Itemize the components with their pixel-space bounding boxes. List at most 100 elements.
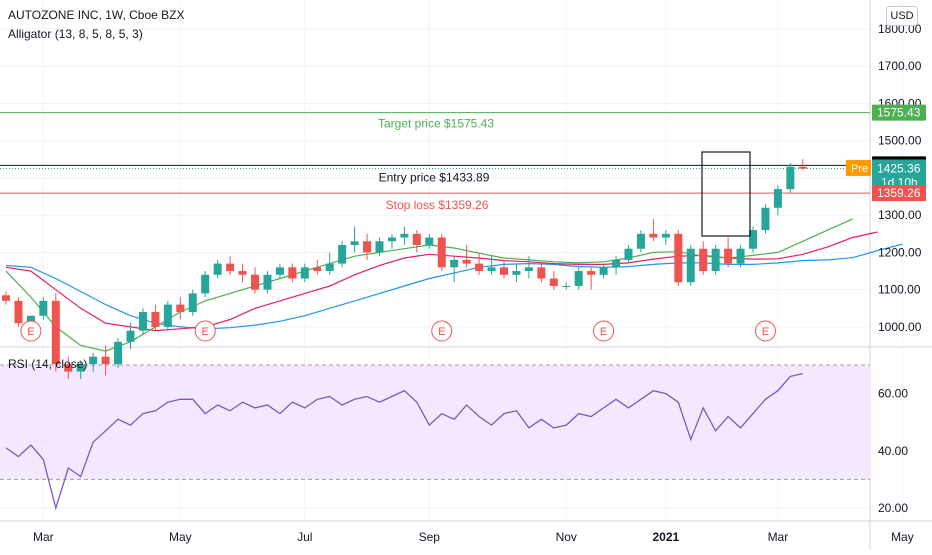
- rsi-line: [5, 372, 803, 511]
- earnings-marker[interactable]: E: [754, 320, 776, 342]
- time-axis-tick-label: Sep: [419, 530, 441, 544]
- candle: [749, 226, 757, 253]
- time-axis-tick-label: Jul: [297, 530, 312, 544]
- candle-body: [26, 315, 35, 324]
- candle-body: [512, 271, 521, 275]
- candle: [624, 244, 633, 264]
- candle: [14, 297, 23, 327]
- candle: [549, 271, 558, 290]
- candle-body: [387, 237, 396, 242]
- candle: [562, 282, 571, 290]
- candle-body: [126, 330, 135, 342]
- candle: [786, 163, 795, 193]
- candle-body: [412, 233, 421, 245]
- stop-loss-tag-text: 1359.26: [877, 186, 921, 200]
- candle-body: [462, 259, 471, 264]
- candle: [76, 360, 85, 380]
- candle-body: [587, 271, 596, 275]
- candle-body: [487, 267, 496, 272]
- stop-loss-tag-bg: [872, 185, 926, 202]
- candle: [711, 244, 720, 275]
- candle: [2, 291, 10, 305]
- target-price-tag-text: 1575.43: [877, 106, 921, 120]
- candle: [213, 259, 222, 279]
- price-axis-tick-label: 1200.00: [878, 245, 922, 259]
- candle-body: [549, 278, 558, 286]
- candle-body: [612, 259, 621, 268]
- candle: [412, 230, 421, 253]
- candle-body: [338, 244, 347, 264]
- price-axis-tick-label: 1000.00: [878, 320, 922, 334]
- pre-market-badge-text: Pre: [851, 163, 868, 175]
- candle: [649, 218, 658, 242]
- candle: [114, 338, 123, 368]
- candle-body: [661, 233, 670, 238]
- time-axis-tick-label: Mar: [33, 530, 54, 544]
- candle: [163, 300, 172, 331]
- earnings-marker[interactable]: E: [431, 320, 453, 342]
- candle-body: [188, 293, 197, 313]
- candle: [338, 241, 347, 268]
- earnings-marker-label: E: [600, 326, 607, 338]
- earnings-marker-label: E: [762, 326, 769, 338]
- pre-market-badge-bg: [846, 159, 871, 176]
- earnings-marker[interactable]: E: [194, 320, 216, 342]
- price-axis-tick-label: 1500.00: [878, 134, 922, 148]
- symbol-title: AUTOZONE INC, 1W, Cboe BZX: [8, 8, 185, 22]
- candle: [400, 226, 409, 245]
- candle-body: [350, 241, 359, 245]
- candle: [138, 308, 147, 335]
- currency-button[interactable]: USD: [886, 6, 918, 26]
- price-axis-tick-label: 1700.00: [878, 59, 922, 73]
- candle: [126, 323, 135, 350]
- candle-body: [14, 300, 23, 324]
- candle-body: [749, 230, 757, 249]
- time-axis-tick-label: May: [169, 530, 192, 544]
- candle-body: [76, 364, 85, 372]
- candle: [263, 271, 272, 294]
- candle-body: [400, 233, 409, 238]
- time-axis-tick-label: Nov: [556, 530, 577, 544]
- earnings-marker[interactable]: E: [593, 320, 615, 342]
- candle: [475, 252, 484, 275]
- stop-loss-label: Stop loss $1359.26: [386, 198, 489, 212]
- rsi-axis-tick-label: 40.00: [878, 444, 908, 458]
- candle: [39, 297, 48, 320]
- candle-body: [163, 304, 172, 327]
- candle: [101, 345, 110, 376]
- candle-body: [475, 263, 484, 272]
- candle: [363, 233, 372, 260]
- earnings-marker[interactable]: E: [20, 320, 42, 342]
- candle: [462, 244, 471, 268]
- candle: [612, 256, 621, 275]
- candle-body: [89, 356, 98, 365]
- candle: [512, 263, 521, 283]
- candle: [487, 256, 496, 275]
- candle: [51, 293, 60, 372]
- candle-body: [574, 271, 583, 286]
- candle: [798, 159, 807, 171]
- target-price-tag: 1575.43: [872, 104, 926, 121]
- candle: [313, 259, 322, 275]
- candle-body: [500, 267, 508, 275]
- candle: [686, 244, 695, 286]
- candle: [437, 233, 446, 272]
- candle-body: [761, 207, 770, 231]
- candle: [375, 237, 384, 257]
- candle-body: [51, 300, 60, 365]
- rsi-axis-tick-label: 60.00: [878, 387, 908, 401]
- candle-body: [275, 267, 284, 275]
- candle: [226, 256, 235, 275]
- candle: [188, 289, 197, 316]
- entry-price-label: Entry price $1433.89: [379, 170, 490, 184]
- candle-body: [636, 233, 645, 249]
- candle: [238, 263, 247, 283]
- candle: [176, 297, 185, 320]
- last-price-tag-text: 1425.36: [877, 162, 921, 176]
- candle: [537, 263, 546, 283]
- candle: [699, 241, 708, 275]
- time-axis-tick-label: Mar: [768, 530, 789, 544]
- earnings-marker-circle: [593, 320, 615, 342]
